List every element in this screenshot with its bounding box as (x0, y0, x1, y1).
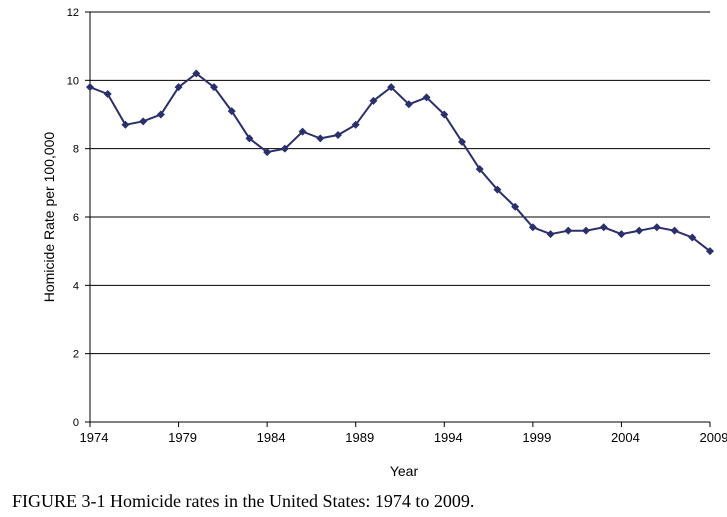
x-tick-label: 1994 (434, 430, 463, 445)
data-point-1974 (86, 83, 94, 92)
y-tick-label: 8 (73, 144, 79, 156)
y-tick-label: 4 (73, 280, 79, 292)
data-point-1976 (121, 120, 130, 129)
x-tick-label: 2004 (611, 430, 640, 445)
data-point-2009 (706, 247, 714, 256)
x-tick-label: 1989 (345, 430, 374, 445)
x-tick-label: 1984 (257, 430, 286, 445)
data-point-1999 (528, 223, 537, 232)
y-tick-labels: 0 2 4 6 8 10 12 (67, 7, 79, 429)
data-point-1993 (422, 93, 431, 102)
data-point-2001 (564, 226, 573, 235)
x-tick-label: 1974 (80, 430, 109, 445)
grid-lines (90, 11, 710, 355)
y-tick-label: 0 (73, 417, 79, 429)
data-point-1980 (192, 69, 201, 78)
data-point-2002 (582, 226, 590, 235)
data-point-1994 (440, 110, 449, 119)
data-point-1986 (298, 127, 307, 136)
data-point-1995 (458, 137, 466, 146)
data-point-1981 (210, 83, 218, 92)
x-tick-labels: 1974 1979 1984 1989 1994 1999 2004 2009 (80, 430, 727, 445)
axes (85, 11, 711, 427)
data-point-1977 (139, 117, 148, 126)
y-tick-label: 12 (67, 7, 79, 19)
data-point-1992 (404, 100, 413, 109)
data-point-2004 (617, 230, 626, 239)
data-point-1997 (493, 185, 502, 194)
series-homicide-rate (86, 69, 714, 256)
x-tick-label: 2009 (700, 430, 727, 445)
data-point-1989 (351, 120, 360, 129)
data-point-1978 (156, 110, 165, 119)
x-tick-label: 1979 (168, 430, 197, 445)
series-line (89, 72, 711, 252)
data-point-1982 (227, 107, 236, 116)
data-point-1991 (387, 83, 396, 92)
data-point-2006 (652, 223, 661, 232)
data-point-1988 (334, 131, 342, 139)
y-tick-label: 6 (73, 212, 79, 224)
data-point-1983 (245, 134, 254, 143)
x-tick-label: 1999 (522, 430, 551, 445)
data-point-1985 (280, 144, 289, 153)
data-point-2005 (635, 226, 644, 235)
data-point-2000 (546, 230, 555, 239)
data-point-1979 (174, 83, 183, 92)
data-point-2007 (670, 226, 679, 235)
data-point-2003 (599, 223, 608, 232)
data-point-1998 (511, 202, 520, 211)
data-point-1987 (316, 134, 325, 143)
y-axis-title: Homicide Rate per 100,000 (41, 132, 57, 303)
data-point-1990 (369, 96, 378, 105)
y-tick-label: 10 (67, 75, 79, 87)
figure-caption: FIGURE 3-1 Homicide rates in the United … (12, 491, 475, 511)
data-point-1984 (263, 148, 272, 157)
data-point-1996 (475, 165, 484, 174)
data-point-1975 (103, 90, 112, 98)
data-point-2008 (688, 233, 697, 242)
chart: 0 2 4 6 8 10 12 1974 1979 1984 1989 1994 1999 2004 20… (41, 7, 727, 479)
x-axis-title: Year (390, 463, 419, 479)
y-tick-label: 2 (73, 349, 79, 361)
